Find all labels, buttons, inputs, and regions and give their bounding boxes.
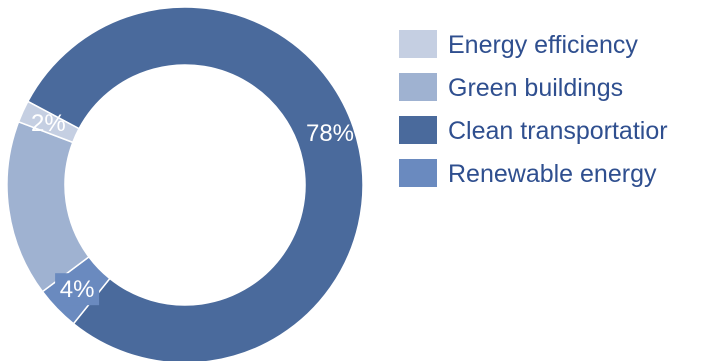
legend-label: Renewable energy (448, 160, 657, 188)
slice-label: 4% (60, 276, 95, 303)
slice-energy-efficiency (17, 100, 81, 144)
slice-label-background (55, 273, 100, 306)
legend-item: Energy efficiency (399, 30, 638, 59)
legend-label: Green buildings (448, 74, 623, 102)
legend-swatch (399, 116, 437, 144)
legend-swatch (399, 30, 437, 58)
legend: Energy efficiency Green buildings Clean tr… (399, 30, 668, 188)
donut-slices (6, 6, 364, 361)
legend-swatch (399, 73, 437, 101)
legend-label: Energy efficiency (448, 31, 638, 59)
slice-green-buildings (6, 120, 90, 293)
legend-item: Renewable energy (399, 159, 657, 188)
legend-label: Clean transportatior (448, 117, 668, 145)
legend-item: Green buildings (399, 73, 623, 102)
slice-label: 2% (31, 110, 66, 137)
legend-swatch (399, 159, 437, 187)
slice-labels: 78% 4% 2% (31, 110, 354, 306)
legend-item: Clean transportatior (399, 116, 668, 145)
slice-label: 78% (306, 120, 354, 147)
slice-clean-transportation (26, 6, 364, 361)
